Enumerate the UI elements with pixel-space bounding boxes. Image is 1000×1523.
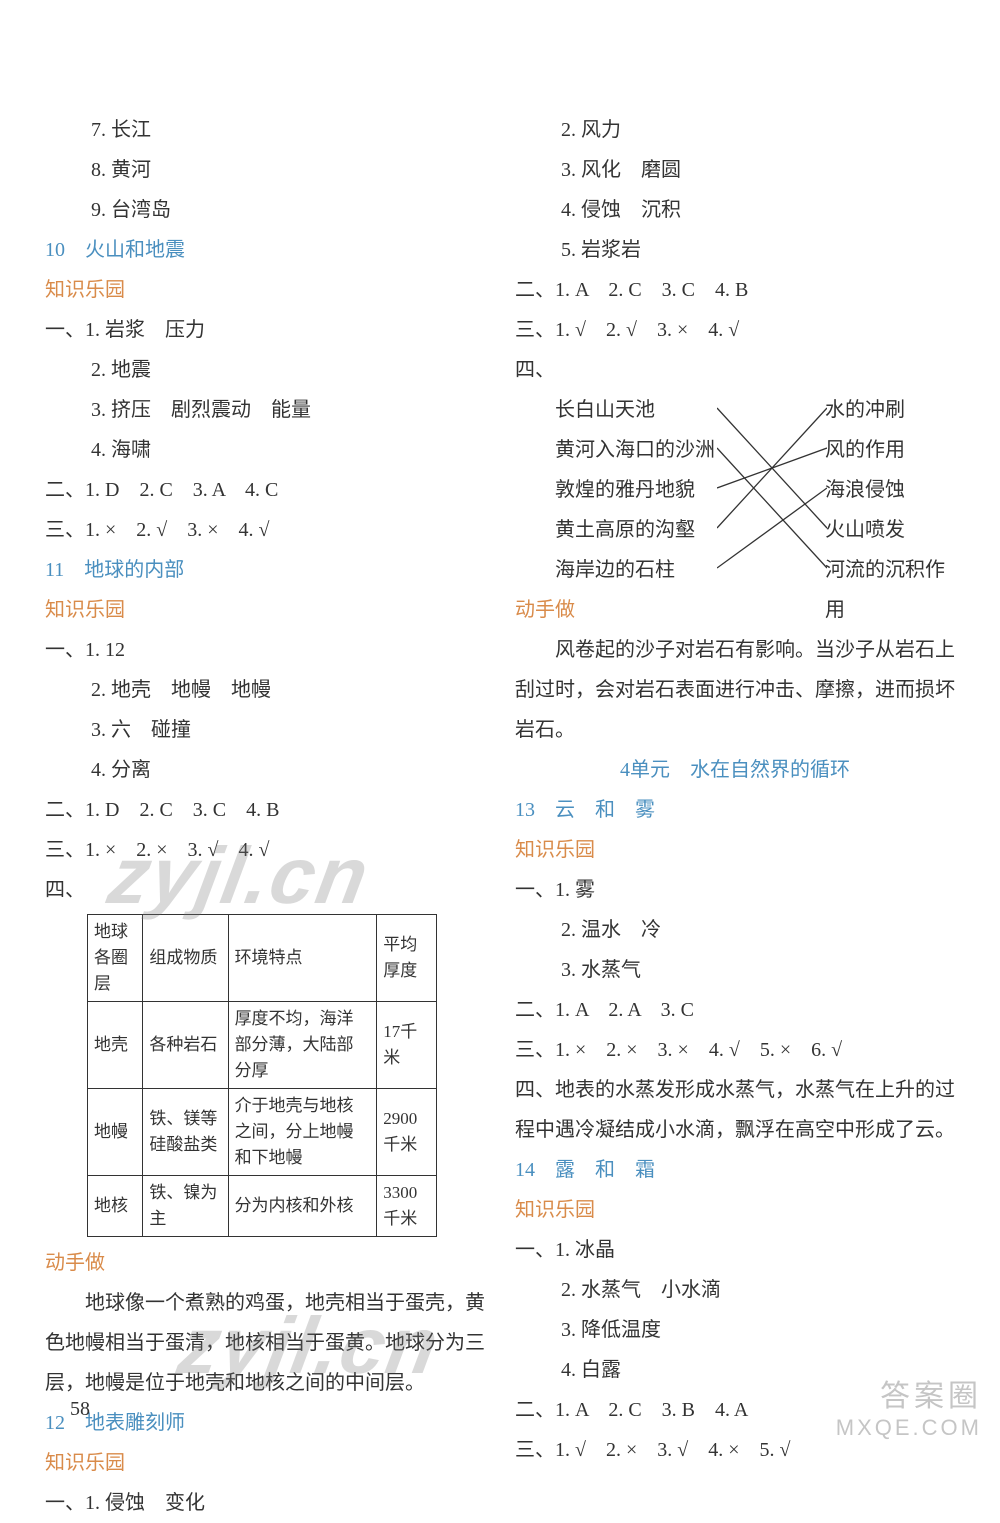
table-cell: 3300千米 [377,1176,437,1237]
table-cell: 各种岩石 [143,1002,228,1089]
unit-heading-4: 4单元 水在自然界的循环 [515,750,955,790]
right-column: 2. 风力 3. 风化 磨圆 4. 侵蚀 沉积 5. 岩浆岩 二、1. A 2.… [515,110,955,1523]
page-number: 58 [70,1398,90,1421]
answer-item: 四、 [515,350,955,390]
answer-item: 二、1. A 2. C 3. B 4. A [515,1390,955,1430]
answer-item: 3. 水蒸气 [515,950,955,990]
earth-layers-table: 地球各圈层 组成物质 环境特点 平均厚度 地壳 各种岩石 厚度不均，海洋部分薄，… [87,914,437,1237]
answer-item: 4. 白露 [515,1350,955,1390]
table-cell: 17千米 [377,1002,437,1089]
answer-item: 9. 台湾岛 [45,190,485,230]
answer-item: 7. 长江 [45,110,485,150]
matching-exercise: 长白山天池 黄河入海口的沙洲 敦煌的雅丹地貌 黄土高原的沟壑 海岸边的石柱 水的… [555,390,955,590]
match-item: 风的作用 [825,430,955,470]
table-cell: 铁、镁等硅酸盐类 [143,1089,228,1176]
answer-item: 一、1. 冰晶 [515,1230,955,1270]
answer-item: 二、1. A 2. A 3. C [515,990,955,1030]
section-heading-11: 11 地球的内部 [45,550,485,590]
section-heading-13: 13 云 和 雾 [515,790,955,830]
table-cell: 地核 [88,1176,143,1237]
answer-item: 4. 侵蚀 沉积 [515,190,955,230]
answer-item: 8. 黄河 [45,150,485,190]
matching-left-list: 长白山天池 黄河入海口的沙洲 敦煌的雅丹地貌 黄土高原的沟壑 海岸边的石柱 [555,390,715,590]
answer-item: 一、1. 岩浆 压力 [45,310,485,350]
paragraph: 风卷起的沙子对岩石有影响。当沙子从岩石上刮过时，会对岩石表面进行冲击、摩擦，进而… [515,630,955,750]
answer-item: 三、1. √ 2. × 3. √ 4. × 5. √ [515,1430,955,1470]
answer-item: 2. 温水 冷 [515,910,955,950]
table-cell: 2900千米 [377,1089,437,1176]
match-item: 水的冲刷 [825,390,955,430]
subheading-knowledge: 知识乐园 [45,590,485,630]
page: 7. 长江 8. 黄河 9. 台湾岛 10 火山和地震 知识乐园 一、1. 岩浆… [0,0,1000,1471]
answer-item: 四、地表的水蒸发形成水蒸气，水蒸气在上升的过程中遇冷凝结成小水滴，飘浮在高空中形… [515,1070,955,1150]
answer-item: 四、 [45,870,485,910]
answer-item: 3. 风化 磨圆 [515,150,955,190]
answer-item: 3. 降低温度 [515,1310,955,1350]
match-item: 河流的沉积作用 [825,550,955,630]
table-header: 地球各圈层 [88,915,143,1002]
table-cell: 介于地壳与地核之间，分上地幔和下地幔 [228,1089,377,1176]
answer-item: 5. 岩浆岩 [515,230,955,270]
table-cell: 厚度不均，海洋部分薄，大陆部分厚 [228,1002,377,1089]
matching-right-list: 水的冲刷 风的作用 海浪侵蚀 火山喷发 河流的沉积作用 [825,390,955,630]
table-cell: 分为内核和外核 [228,1176,377,1237]
match-item: 海浪侵蚀 [825,470,955,510]
match-item: 海岸边的石柱 [555,550,715,590]
subheading-knowledge: 知识乐园 [45,1443,485,1483]
match-item: 黄土高原的沟壑 [555,510,715,550]
answer-item: 2. 风力 [515,110,955,150]
answer-item: 3. 挤压 剧烈震动 能量 [45,390,485,430]
table-cell: 铁、镍为主 [143,1176,228,1237]
subheading-knowledge: 知识乐园 [45,270,485,310]
answer-item: 三、1. × 2. √ 3. × 4. √ [45,510,485,550]
match-item: 火山喷发 [825,510,955,550]
table-header: 组成物质 [143,915,228,1002]
answer-item: 三、1. √ 2. √ 3. × 4. √ [515,310,955,350]
two-column-layout: 7. 长江 8. 黄河 9. 台湾岛 10 火山和地震 知识乐园 一、1. 岩浆… [45,110,955,1523]
answer-item: 2. 水蒸气 小水滴 [515,1270,955,1310]
table-header: 环境特点 [228,915,377,1002]
answer-item: 2. 地壳 地幔 地幔 [45,670,485,710]
answer-item: 4. 海啸 [45,430,485,470]
answer-item: 二、1. D 2. C 3. C 4. B [45,790,485,830]
section-heading-14: 14 露 和 霜 [515,1150,955,1190]
answer-item: 一、1. 雾 [515,870,955,910]
table-cell: 地壳 [88,1002,143,1089]
subheading-handson: 动手做 [45,1243,485,1283]
answer-item: 3. 六 碰撞 [45,710,485,750]
subheading-knowledge: 知识乐园 [515,830,955,870]
matching-lines [717,398,827,588]
table-header: 平均厚度 [377,915,437,1002]
match-item: 敦煌的雅丹地貌 [555,470,715,510]
answer-item: 三、1. × 2. × 3. × 4. √ 5. × 6. √ [515,1030,955,1070]
answer-item: 一、1. 侵蚀 变化 [45,1483,485,1523]
answer-item: 2. 地震 [45,350,485,390]
section-heading-10: 10 火山和地震 [45,230,485,270]
match-item: 黄河入海口的沙洲 [555,430,715,470]
table-cell: 地幔 [88,1089,143,1176]
paragraph: 地球像一个煮熟的鸡蛋，地壳相当于蛋壳，黄色地幔相当于蛋清，地核相当于蛋黄。地球分… [45,1283,485,1403]
answer-item: 二、1. A 2. C 3. C 4. B [515,270,955,310]
answer-item: 二、1. D 2. C 3. A 4. C [45,470,485,510]
answer-item: 4. 分离 [45,750,485,790]
match-item: 长白山天池 [555,390,715,430]
answer-item: 一、1. 12 [45,630,485,670]
left-column: 7. 长江 8. 黄河 9. 台湾岛 10 火山和地震 知识乐园 一、1. 岩浆… [45,110,485,1523]
answer-item: 三、1. × 2. × 3. √ 4. √ [45,830,485,870]
subheading-knowledge: 知识乐园 [515,1190,955,1230]
section-heading-12: 12 地表雕刻师 [45,1403,485,1443]
